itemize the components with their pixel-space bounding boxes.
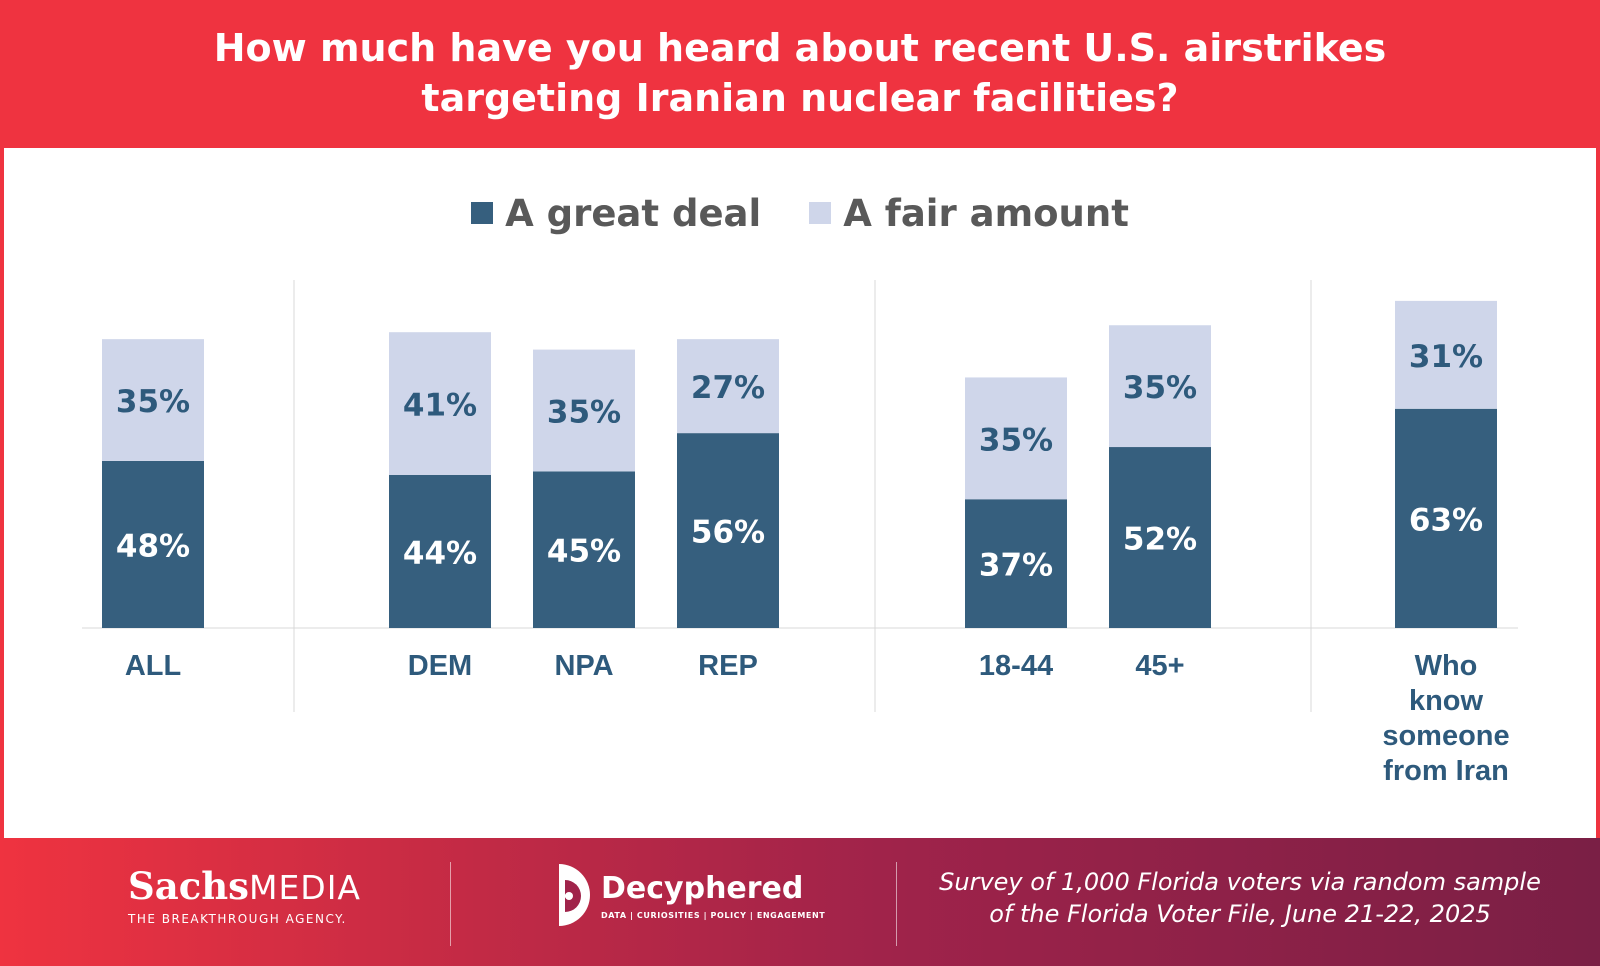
data-label-great-deal-all: 48% bbox=[116, 528, 190, 564]
survey-note-line-1: Survey of 1,000 Florida voters via rando… bbox=[939, 868, 1541, 896]
data-label-great-deal-dem: 44% bbox=[403, 535, 477, 571]
data-label-great-deal-rep: 56% bbox=[691, 515, 765, 551]
bar-great-deal-45 bbox=[1109, 447, 1211, 628]
sachs-media-logo: SachsMEDIA THE BREAKTHROUGH AGENCY. bbox=[128, 864, 378, 926]
category-label-dem: DEM bbox=[408, 650, 472, 682]
bar-fair-amount-npa bbox=[533, 349, 635, 472]
category-label-who-know-someone-from-iran-line-3: someone bbox=[1382, 720, 1509, 752]
data-label-great-deal-45: 52% bbox=[1123, 522, 1197, 558]
category-label-who-know-someone-from-iran-line-2: know bbox=[1409, 685, 1484, 717]
data-label-fair-amount-all: 35% bbox=[116, 384, 190, 420]
survey-note: Survey of 1,000 Florida voters via rando… bbox=[910, 866, 1570, 930]
decyphered-logo: Decyphered DATA | CURIOSITIES | POLICY |… bbox=[555, 862, 825, 928]
legend-item-great-deal: A great deal bbox=[471, 192, 761, 235]
footer-divider-2 bbox=[896, 862, 897, 946]
legend-label-fair-amount: A fair amount bbox=[843, 191, 1129, 235]
footer: SachsMEDIA THE BREAKTHROUGH AGENCY. Decy… bbox=[0, 838, 1600, 966]
bar-great-deal-dem bbox=[389, 474, 491, 628]
data-label-great-deal-18-44: 37% bbox=[979, 548, 1053, 584]
survey-note-line-2: of the Florida Voter File, June 21-22, 2… bbox=[989, 900, 1491, 928]
bar-fair-amount-all bbox=[102, 339, 204, 461]
bar-fair-amount-who-know-someone-from-iran bbox=[1395, 300, 1497, 409]
sachs-logo-media: MEDIA bbox=[248, 868, 362, 907]
data-label-great-deal-npa: 45% bbox=[547, 534, 621, 570]
sachs-logo-bold: Sachs bbox=[128, 864, 249, 908]
legend-swatch-fair-amount bbox=[809, 202, 832, 224]
sachs-tagline: THE BREAKTHROUGH AGENCY. bbox=[128, 912, 347, 926]
data-label-fair-amount-45: 35% bbox=[1123, 370, 1197, 406]
bar-fair-amount-18-44 bbox=[965, 377, 1067, 500]
decyphered-name: Decyphered bbox=[601, 870, 804, 906]
data-label-fair-amount-npa: 35% bbox=[547, 395, 621, 431]
chart-title-banner: How much have you heard about recent U.S… bbox=[0, 0, 1600, 146]
category-label-rep: REP bbox=[698, 650, 758, 682]
bar-great-deal-npa bbox=[533, 471, 635, 628]
data-label-fair-amount-rep: 27% bbox=[691, 370, 765, 406]
bar-fair-amount-45 bbox=[1109, 325, 1211, 448]
bar-great-deal-all bbox=[102, 460, 204, 628]
data-label-great-deal-who-know-someone-from-iran: 63% bbox=[1409, 502, 1483, 538]
decyphered-mark-icon bbox=[559, 864, 590, 926]
bar-great-deal-18-44 bbox=[965, 499, 1067, 628]
stacked-bar-chart: 48% 35% ALL 44% 41% DEM 45% 35% NPA 56% 27% REP 37% 3… bbox=[82, 280, 1518, 787]
category-label-npa: NPA bbox=[554, 650, 613, 682]
chart-title-line-1: How much have you heard about recent U.S… bbox=[213, 26, 1387, 70]
bar-fair-amount-rep bbox=[677, 339, 779, 434]
category-label-who-know-someone-from-iran-line-1: Who bbox=[1415, 650, 1478, 682]
legend-swatch-great-deal bbox=[471, 202, 494, 224]
category-label-18-44: 18-44 bbox=[979, 650, 1053, 682]
category-label-who-know-someone-from-iran-line-4: from Iran bbox=[1383, 755, 1509, 787]
legend-item-fair-amount: A fair amount bbox=[809, 192, 1129, 235]
data-label-fair-amount-who-know-someone-from-iran: 31% bbox=[1409, 339, 1483, 375]
data-label-fair-amount-18-44: 35% bbox=[979, 422, 1053, 458]
chart-title-line-2: targeting Iranian nuclear facilities? bbox=[421, 76, 1179, 120]
bar-fair-amount-dem bbox=[389, 332, 491, 475]
chart-panel bbox=[4, 148, 1596, 838]
bar-great-deal-rep bbox=[677, 433, 779, 628]
legend: A great deal A fair amount bbox=[0, 188, 1600, 238]
decyphered-tagline: DATA | CURIOSITIES | POLICY | ENGAGEMENT bbox=[601, 910, 826, 920]
data-label-fair-amount-dem: 41% bbox=[403, 388, 477, 424]
category-label-45: 45+ bbox=[1135, 650, 1184, 682]
footer-divider-1 bbox=[450, 862, 451, 946]
legend-label-great-deal: A great deal bbox=[505, 191, 762, 235]
bar-great-deal-who-know-someone-from-iran bbox=[1395, 408, 1497, 628]
category-label-all: ALL bbox=[125, 650, 181, 682]
